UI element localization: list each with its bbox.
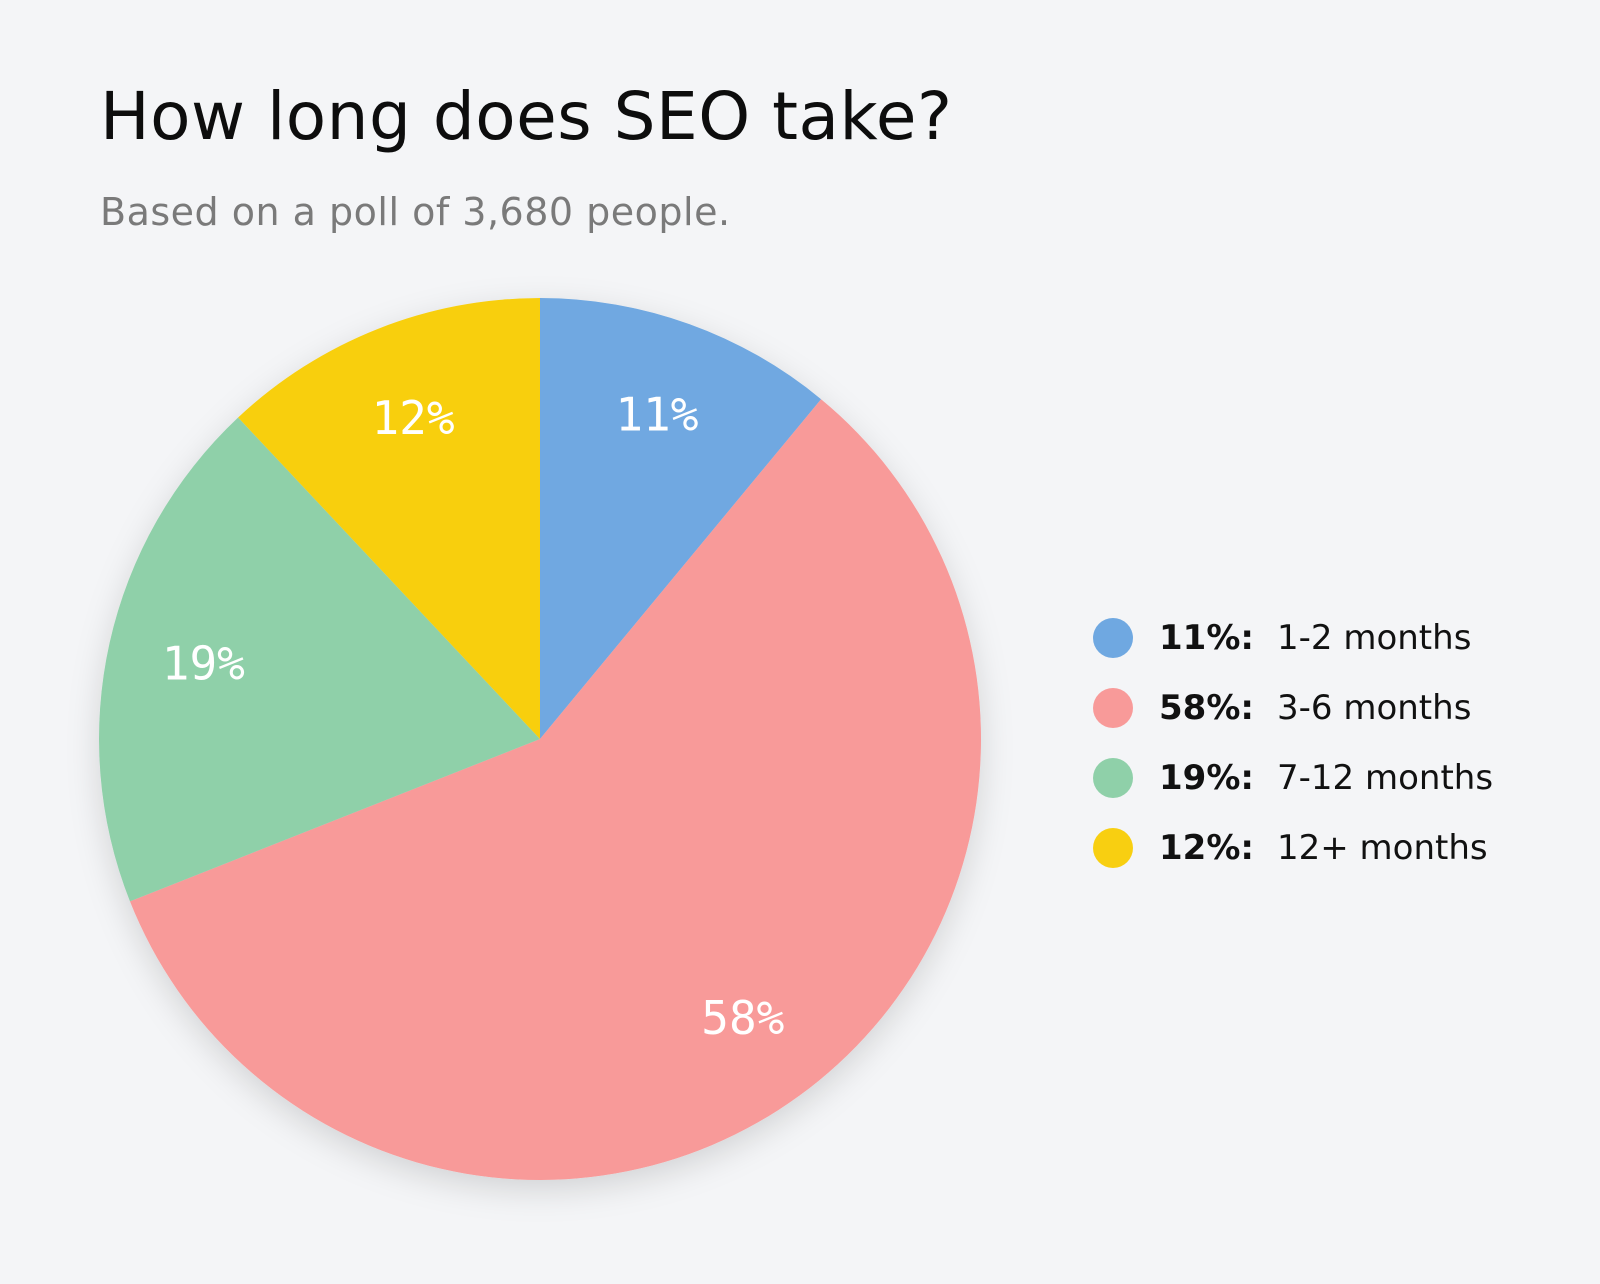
slice-label-2: 58% xyxy=(701,991,784,1045)
legend-swatch xyxy=(1093,828,1133,868)
legend-swatch xyxy=(1093,688,1133,728)
legend-percent: 11%: xyxy=(1159,618,1254,658)
legend-swatch xyxy=(1093,758,1133,798)
legend-swatch xyxy=(1093,618,1133,658)
legend-label: 3-6 months xyxy=(1277,688,1472,728)
slice-label-1: 11% xyxy=(615,387,698,441)
pie-slice-2 xyxy=(129,399,982,1181)
pie-slice-1 xyxy=(540,298,822,739)
slice-label-4: 12% xyxy=(371,391,454,445)
pie-slice-3 xyxy=(98,417,541,902)
legend-label: 7-12 months xyxy=(1277,758,1494,798)
legend-label: 1-2 months xyxy=(1277,618,1472,658)
slice-label-3: 19% xyxy=(162,637,245,691)
legend-percent: 12%: xyxy=(1159,828,1254,868)
legend-percent: 58%: xyxy=(1159,688,1254,728)
legend-label: 12+ months xyxy=(1277,828,1488,868)
chart-subtitle: Based on a poll of 3,680 people. xyxy=(100,190,731,234)
legend-percent: 19%: xyxy=(1159,758,1254,798)
pie-slice-4 xyxy=(238,298,541,739)
chart-title: How long does SEO take? xyxy=(100,78,953,155)
